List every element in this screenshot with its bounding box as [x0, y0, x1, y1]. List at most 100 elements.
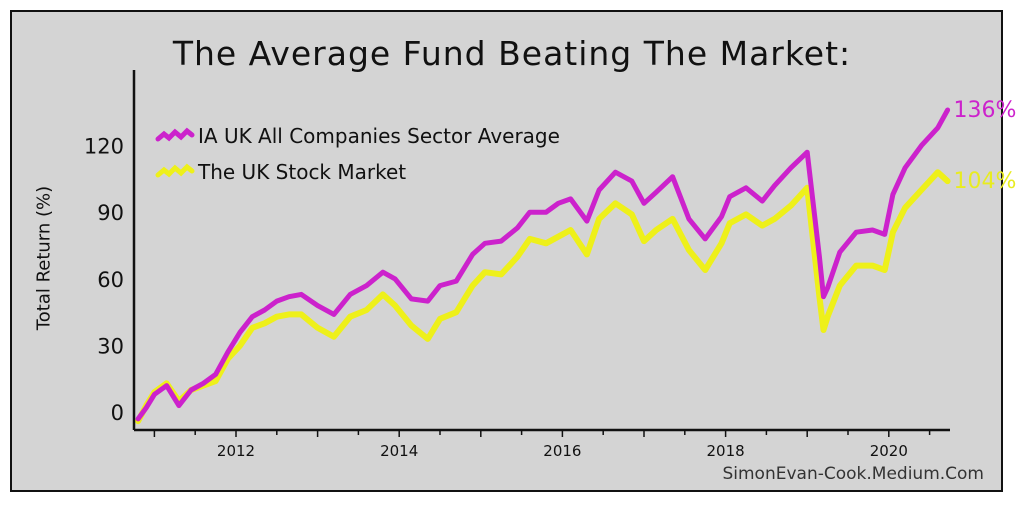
x-tick-label: 2018: [707, 442, 745, 460]
data-point: [144, 405, 149, 410]
data-point: [686, 216, 691, 221]
data-point: [935, 170, 940, 175]
data-point: [703, 236, 708, 241]
data-point: [213, 372, 218, 377]
x-tick-label: 2020: [870, 442, 908, 460]
data-point: [670, 174, 675, 179]
data-point: [629, 179, 634, 184]
data-point: [945, 108, 950, 112]
data-point: [882, 268, 887, 272]
credit-text: SimonEvan-Cook.Medium.Com: [722, 464, 984, 484]
data-point: [299, 292, 304, 297]
data-point: [825, 314, 830, 319]
data-point: [788, 165, 793, 170]
data-point: [890, 192, 895, 197]
data-point: [919, 188, 924, 192]
data-point: [670, 216, 675, 221]
data-point: [364, 308, 369, 312]
data-point: [499, 239, 504, 244]
data-point: [817, 294, 822, 299]
x-tick-label: 2016: [543, 442, 581, 460]
data-point: [250, 325, 255, 330]
series-end-label: 104%: [954, 169, 1017, 194]
data-point: [642, 201, 646, 206]
data-point: [425, 299, 430, 304]
y-tick-label: 120: [84, 135, 124, 159]
data-point: [727, 221, 732, 226]
data-point: [482, 270, 487, 275]
data-point: [393, 303, 398, 308]
data-point: [136, 416, 141, 421]
data-point: [597, 216, 602, 221]
data-point: [719, 241, 724, 246]
data-point: [454, 279, 459, 284]
data-point: [837, 283, 842, 288]
y-tick-label: 90: [97, 201, 124, 225]
legend-layer: IA UK All Companies Sector Average The UK…: [155, 124, 560, 184]
data-point: [274, 314, 279, 319]
data-point: [299, 312, 304, 317]
data-point: [744, 212, 748, 217]
data-point: [805, 185, 810, 190]
data-point: [348, 314, 353, 319]
data-point: [597, 188, 602, 192]
data-point: [176, 403, 181, 408]
data-point: [544, 241, 549, 246]
data-point: [556, 201, 561, 206]
data-point: [409, 323, 414, 328]
data-point: [837, 250, 842, 255]
data-point: [854, 263, 859, 268]
data-point: [821, 294, 826, 299]
data-point: [425, 336, 430, 341]
data-point: [470, 283, 475, 288]
data-point: [454, 310, 459, 315]
data-point: [703, 268, 708, 272]
data-point: [499, 272, 504, 277]
data-point: [482, 241, 487, 246]
data-point: [903, 205, 908, 210]
data-point: [287, 294, 292, 299]
data-point: [393, 276, 398, 281]
data-point: [515, 225, 520, 230]
data-point: [380, 270, 385, 275]
data-point: [568, 228, 573, 232]
data-point: [201, 381, 206, 386]
data-point: [225, 350, 230, 355]
data-point: [629, 212, 634, 217]
data-point: [250, 314, 255, 319]
data-point: [613, 201, 618, 206]
data-point: [331, 312, 336, 317]
data-point: [364, 283, 369, 288]
data-point: [152, 392, 157, 397]
data-point: [331, 334, 336, 339]
y-tick-label: 30: [97, 335, 124, 359]
data-point: [854, 230, 859, 235]
data-point: [654, 228, 659, 232]
data-point: [760, 223, 765, 228]
data-point: [882, 232, 887, 237]
data-point: [262, 308, 267, 312]
series-line-sector-average: [135, 107, 951, 422]
data-point: [584, 219, 589, 224]
data-point: [348, 292, 353, 297]
chart-title: The Average Fund Beating The Market:: [172, 34, 852, 73]
data-point: [164, 383, 169, 388]
data-point: [727, 194, 732, 199]
data-point: [238, 330, 243, 335]
data-point: [262, 321, 267, 326]
data-point: [945, 179, 950, 184]
data-point: [890, 230, 895, 235]
data-point: [274, 299, 279, 304]
x-tick-label: 2012: [217, 442, 255, 460]
data-point: [825, 285, 830, 290]
data-point: [772, 216, 777, 221]
data-point: [213, 379, 218, 384]
data-point: [642, 239, 646, 244]
data-point: [788, 203, 793, 208]
legend-label: The UK Stock Market: [197, 160, 406, 184]
legend-swatch: [155, 163, 195, 178]
data-point: [238, 343, 243, 348]
data-point: [654, 190, 659, 195]
data-point: [527, 210, 532, 215]
